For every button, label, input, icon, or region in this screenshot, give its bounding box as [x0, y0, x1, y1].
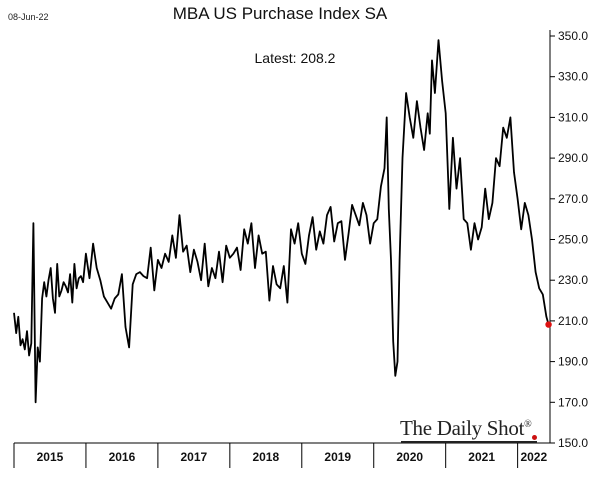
x-tick-label: 2017	[181, 450, 208, 464]
y-tick-label: 210.0	[558, 314, 588, 328]
y-tick-label: 190.0	[558, 355, 588, 369]
watermark-logo: The Daily Shot®	[400, 416, 532, 441]
y-tick-label: 330.0	[558, 70, 588, 84]
y-tick-label: 310.0	[558, 110, 588, 124]
chart-title: MBA US Purchase Index SA	[172, 4, 388, 23]
axes: 150.0 170.0 190.0 210.0 230.0 250.0 270.0 290.0…	[13, 29, 588, 468]
latest-point-marker	[545, 321, 552, 328]
y-tick-label: 150.0	[558, 436, 588, 450]
latest-value: 208.2	[300, 50, 336, 66]
date-stamp: 08-Jun-22	[8, 12, 49, 22]
x-tick-label: 2019	[324, 450, 351, 464]
y-tick-label: 170.0	[558, 395, 588, 409]
watermark-underline	[401, 441, 537, 443]
series-layer	[13, 39, 552, 404]
y-tick-label: 290.0	[558, 151, 588, 165]
x-tick-label: 2021	[468, 450, 495, 464]
watermark-registered: ®	[524, 419, 532, 430]
latest-readout: Latest: 208.2	[0, 50, 590, 66]
y-tick-label: 350.0	[558, 29, 588, 43]
x-tick-label: 2016	[109, 450, 136, 464]
watermark-text: The Daily Shot	[400, 416, 525, 440]
x-tick-label: 2015	[37, 450, 64, 464]
x-tick-label: 2020	[396, 450, 423, 464]
y-tick-label: 230.0	[558, 273, 588, 287]
y-tick-label: 250.0	[558, 233, 588, 247]
x-tick-label: 2022	[520, 450, 547, 464]
watermark-dot	[532, 435, 537, 440]
latest-label: Latest:	[254, 50, 297, 66]
x-tick-label: 2018	[252, 450, 279, 464]
series-line	[13, 39, 550, 404]
y-tick-label: 270.0	[558, 192, 588, 206]
